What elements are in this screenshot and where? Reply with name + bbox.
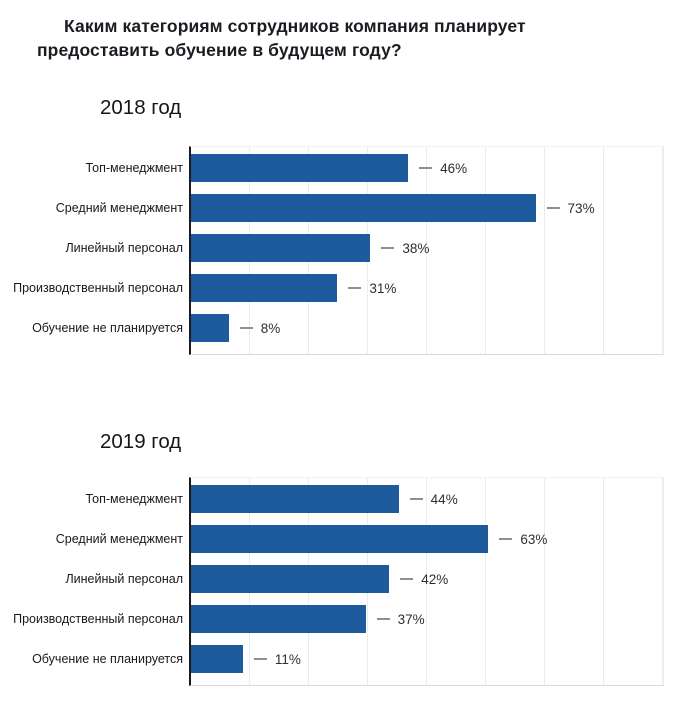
value-dash-icon	[419, 167, 433, 169]
value-dash-icon	[376, 618, 390, 620]
bar-row-3: Производственный персонал 37%	[13, 605, 663, 645]
chart-2018-plot-area: Топ-менеджмент 46% Средний менеджмент 73% Ли…	[13, 146, 664, 355]
value-label: 31%	[369, 280, 397, 296]
bar-line: 38%	[191, 234, 663, 262]
bar-row-3: Производственный персонал 31%	[13, 274, 663, 314]
bar-line: 37%	[191, 605, 663, 633]
category-label: Средний менеджмент	[55, 532, 183, 546]
bar	[191, 565, 390, 593]
value-dash-icon	[499, 538, 513, 540]
bar-line: 42%	[191, 565, 663, 593]
value-label: 46%	[440, 160, 468, 176]
bar-row-0: Топ-менеджмент 46%	[86, 154, 663, 194]
bar-line: 31%	[191, 274, 663, 302]
chart-2018: 2018 год Топ-менеджмент 46% Средний менедж…	[0, 96, 700, 355]
bar	[191, 605, 366, 633]
category-label: Топ-менеджмент	[85, 161, 184, 175]
category-label: Линейный персонал	[65, 572, 183, 586]
bar-row-2: Линейный персонал 38%	[65, 234, 663, 274]
category-label: Обучение не планируется	[32, 652, 183, 666]
bar-line: 8%	[191, 314, 663, 342]
category-label: Топ-менеджмент	[85, 492, 184, 506]
value-dash-icon	[409, 498, 423, 500]
page-title-line1: Каким категориям сотрудников компания пл…	[64, 16, 526, 36]
bar	[191, 154, 409, 182]
bar-row-1: Средний менеджмент 73%	[56, 194, 663, 234]
category-label: Производственный персонал	[13, 281, 183, 295]
value-dash-icon	[239, 327, 253, 329]
chart-2019-title: 2019 год	[100, 430, 182, 453]
bar-line: 11%	[191, 645, 663, 673]
value-label: 42%	[421, 571, 449, 587]
bar-line: 73%	[191, 194, 663, 222]
chart-2019: 2019 год Топ-менеджмент 44% Средний менедж…	[0, 430, 700, 686]
category-label: Линейный персонал	[65, 241, 183, 255]
value-label: 8%	[260, 320, 281, 336]
value-label: 73%	[567, 200, 595, 216]
value-label: 63%	[520, 531, 548, 547]
category-label: Средний менеджмент	[55, 201, 183, 215]
value-label: 11%	[274, 651, 301, 667]
bar-line: 46%	[191, 154, 663, 182]
value-label: 38%	[402, 240, 430, 256]
bar-row-1: Средний менеджмент 63%	[56, 525, 663, 565]
page-title-line2: предоставить обучение в будущем году?	[37, 40, 402, 60]
bar	[191, 274, 338, 302]
bar-row-4: Обучение не планируется 11%	[32, 645, 663, 685]
value-dash-icon	[348, 287, 362, 289]
category-label: Производственный персонал	[13, 612, 183, 626]
page-title: Каким категориям сотрудников компания пл…	[37, 14, 582, 62]
bar	[191, 525, 489, 553]
chart-2019-plot-area: Топ-менеджмент 44% Средний менеджмент 63% Ли…	[13, 477, 664, 686]
bar-row-0: Топ-менеджмент 44%	[86, 485, 663, 525]
bar	[191, 314, 229, 342]
bar-line: 63%	[191, 525, 663, 553]
value-label: 37%	[397, 611, 425, 627]
chart-2018-title: 2018 год	[100, 96, 182, 119]
bar-row-2: Линейный персонал 42%	[65, 565, 663, 605]
value-dash-icon	[253, 658, 267, 660]
value-dash-icon	[546, 207, 560, 209]
bar	[191, 485, 399, 513]
bar-line: 44%	[191, 485, 663, 513]
category-label: Обучение не планируется	[32, 321, 183, 335]
value-dash-icon	[400, 578, 414, 580]
bar	[191, 234, 371, 262]
value-label: 44%	[430, 491, 458, 507]
bar	[191, 194, 536, 222]
bar	[191, 645, 243, 673]
value-dash-icon	[381, 247, 395, 249]
bar-row-4: Обучение не планируется 8%	[32, 314, 663, 354]
